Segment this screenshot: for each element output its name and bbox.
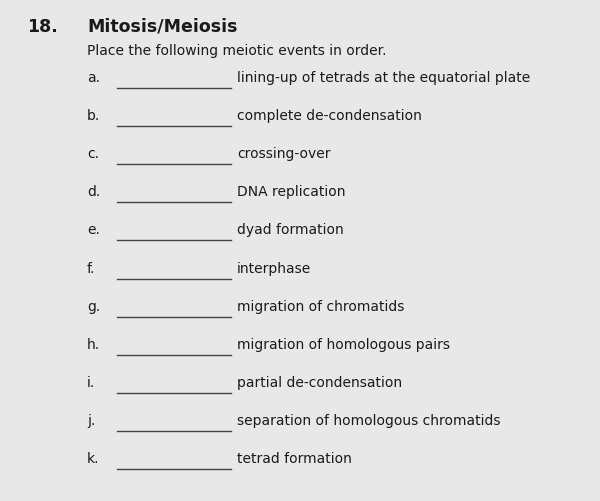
Text: Mitosis/Meiosis: Mitosis/Meiosis — [87, 18, 238, 36]
Text: separation of homologous chromatids: separation of homologous chromatids — [237, 413, 500, 427]
Text: migration of homologous pairs: migration of homologous pairs — [237, 337, 450, 351]
Text: k.: k. — [87, 451, 100, 465]
Text: Place the following meiotic events in order.: Place the following meiotic events in or… — [87, 44, 386, 58]
Text: 18.: 18. — [27, 18, 58, 36]
Text: g.: g. — [87, 299, 100, 313]
Text: i.: i. — [87, 375, 95, 389]
Text: interphase: interphase — [237, 261, 311, 275]
Text: a.: a. — [87, 71, 100, 85]
Text: tetrad formation: tetrad formation — [237, 451, 352, 465]
Text: dyad formation: dyad formation — [237, 223, 344, 237]
Text: c.: c. — [87, 147, 99, 161]
Text: partial de-condensation: partial de-condensation — [237, 375, 402, 389]
Text: f.: f. — [87, 261, 95, 275]
Text: e.: e. — [87, 223, 100, 237]
Text: crossing-over: crossing-over — [237, 147, 331, 161]
Text: d.: d. — [87, 185, 100, 199]
Text: DNA replication: DNA replication — [237, 185, 346, 199]
Text: j.: j. — [87, 413, 95, 427]
Text: h.: h. — [87, 337, 100, 351]
Text: b.: b. — [87, 109, 100, 123]
Text: complete de-condensation: complete de-condensation — [237, 109, 422, 123]
Text: lining-up of tetrads at the equatorial plate: lining-up of tetrads at the equatorial p… — [237, 71, 530, 85]
Text: migration of chromatids: migration of chromatids — [237, 299, 404, 313]
